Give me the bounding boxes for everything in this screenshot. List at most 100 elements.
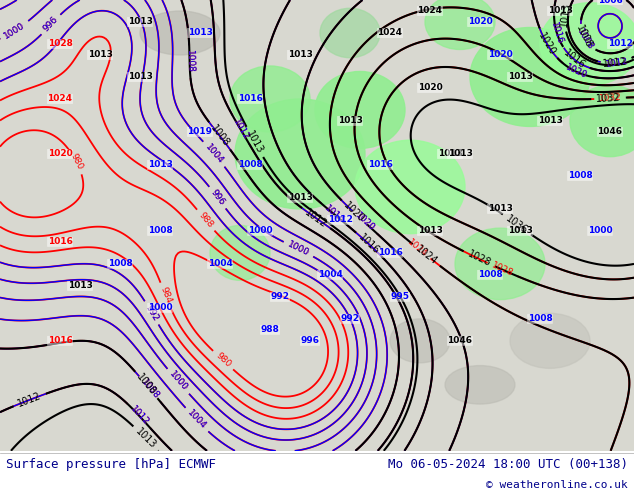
Text: 1013: 1013 (337, 117, 363, 125)
Text: 1046: 1046 (597, 127, 623, 136)
Text: 992: 992 (271, 293, 290, 301)
Text: 996: 996 (209, 188, 226, 207)
Text: 1020: 1020 (536, 31, 558, 57)
Text: 1008: 1008 (574, 24, 593, 50)
Text: 1012: 1012 (303, 207, 329, 229)
Text: 1024: 1024 (48, 95, 72, 103)
Text: 1046: 1046 (448, 336, 472, 345)
Text: 1008: 1008 (134, 372, 158, 397)
Text: 1000: 1000 (167, 370, 189, 393)
Text: 1012: 1012 (16, 391, 43, 409)
Text: 1000: 1000 (3, 21, 27, 41)
Text: 1006: 1006 (598, 0, 623, 4)
Text: 980: 980 (68, 152, 84, 172)
Text: 1012: 1012 (607, 40, 633, 49)
Ellipse shape (510, 314, 590, 368)
Text: 1024: 1024 (418, 6, 443, 16)
Text: 1016: 1016 (238, 95, 262, 103)
Ellipse shape (315, 72, 405, 148)
Text: 1020: 1020 (488, 50, 512, 59)
Text: 1020: 1020 (353, 211, 376, 233)
Text: 1016: 1016 (562, 48, 587, 71)
Text: 1016: 1016 (322, 203, 346, 225)
Text: 1008: 1008 (209, 123, 231, 148)
Text: 1000: 1000 (148, 303, 172, 312)
Text: 1016: 1016 (378, 248, 403, 257)
Text: 1013: 1013 (508, 226, 533, 235)
Text: 996: 996 (42, 15, 60, 34)
Text: 984: 984 (158, 286, 172, 305)
Ellipse shape (390, 319, 450, 363)
Text: 1012: 1012 (605, 56, 629, 69)
Text: 996: 996 (301, 336, 320, 345)
Text: 1020: 1020 (564, 63, 589, 81)
Text: 1000: 1000 (286, 240, 311, 258)
Text: 1013: 1013 (538, 117, 562, 125)
Text: 1020: 1020 (564, 63, 589, 81)
Text: 1008: 1008 (576, 27, 595, 52)
Text: 1008: 1008 (576, 27, 595, 52)
Text: 1013: 1013 (148, 160, 172, 170)
Text: 1028: 1028 (466, 249, 493, 269)
Text: 1028: 1028 (490, 261, 515, 278)
Text: 1016: 1016 (549, 21, 564, 45)
Text: 1020: 1020 (342, 200, 366, 224)
Text: 1024: 1024 (406, 238, 429, 259)
Ellipse shape (470, 27, 590, 126)
Text: 1016: 1016 (549, 21, 564, 45)
Text: 1020: 1020 (353, 211, 376, 233)
Text: 1020: 1020 (418, 83, 443, 93)
Text: 1012: 1012 (128, 404, 150, 427)
Ellipse shape (230, 66, 310, 132)
Text: 1016: 1016 (368, 160, 392, 170)
Text: 992: 992 (143, 303, 160, 322)
Text: 1000: 1000 (286, 240, 311, 258)
Text: 1013: 1013 (68, 281, 93, 291)
Text: 1013: 1013 (288, 194, 313, 202)
Text: 1016: 1016 (356, 232, 381, 256)
Text: 1013: 1013 (244, 129, 265, 155)
Text: 1013: 1013 (559, 1, 571, 27)
Text: 1000: 1000 (248, 226, 273, 235)
Text: 1008: 1008 (108, 259, 133, 269)
Text: 1000: 1000 (3, 21, 27, 41)
Text: 1020: 1020 (48, 149, 72, 158)
Text: 1020: 1020 (468, 18, 493, 26)
Text: 988: 988 (197, 211, 214, 230)
Text: Surface pressure [hPa] ECMWF: Surface pressure [hPa] ECMWF (6, 458, 216, 471)
Text: 1013: 1013 (448, 149, 472, 158)
Ellipse shape (425, 0, 495, 49)
Text: 1008: 1008 (148, 226, 172, 235)
Text: 1012: 1012 (328, 216, 353, 224)
Ellipse shape (210, 225, 270, 280)
Text: 1024: 1024 (413, 244, 439, 267)
Text: 1008: 1008 (567, 172, 592, 180)
Text: 1016: 1016 (48, 237, 72, 246)
Text: 1004: 1004 (207, 259, 233, 269)
Text: 1008: 1008 (184, 50, 195, 74)
Text: 1013: 1013 (508, 73, 533, 81)
Text: 1008: 1008 (184, 50, 195, 74)
Text: 1013: 1013 (418, 226, 443, 235)
Ellipse shape (235, 99, 365, 209)
Ellipse shape (540, 3, 634, 85)
Text: 1013: 1013 (488, 204, 512, 214)
Text: 1013: 1013 (188, 28, 212, 38)
Text: 1032: 1032 (599, 93, 623, 103)
Text: 1000: 1000 (167, 370, 189, 393)
Text: 1000: 1000 (588, 226, 612, 235)
Text: 1013: 1013 (87, 50, 112, 59)
Text: 1008: 1008 (139, 377, 160, 401)
Text: 1004: 1004 (204, 142, 225, 166)
Text: 1013: 1013 (127, 73, 152, 81)
Text: 980: 980 (214, 351, 233, 369)
Text: 1036: 1036 (504, 213, 530, 236)
Text: 1013: 1013 (288, 50, 313, 59)
Text: Mo 06-05-2024 18:00 UTC (00+138): Mo 06-05-2024 18:00 UTC (00+138) (387, 458, 628, 471)
Text: 1028: 1028 (48, 40, 72, 49)
Text: 992: 992 (143, 303, 160, 322)
Ellipse shape (355, 140, 465, 234)
Ellipse shape (445, 366, 515, 404)
Text: 1004: 1004 (204, 142, 225, 166)
Ellipse shape (570, 85, 634, 157)
